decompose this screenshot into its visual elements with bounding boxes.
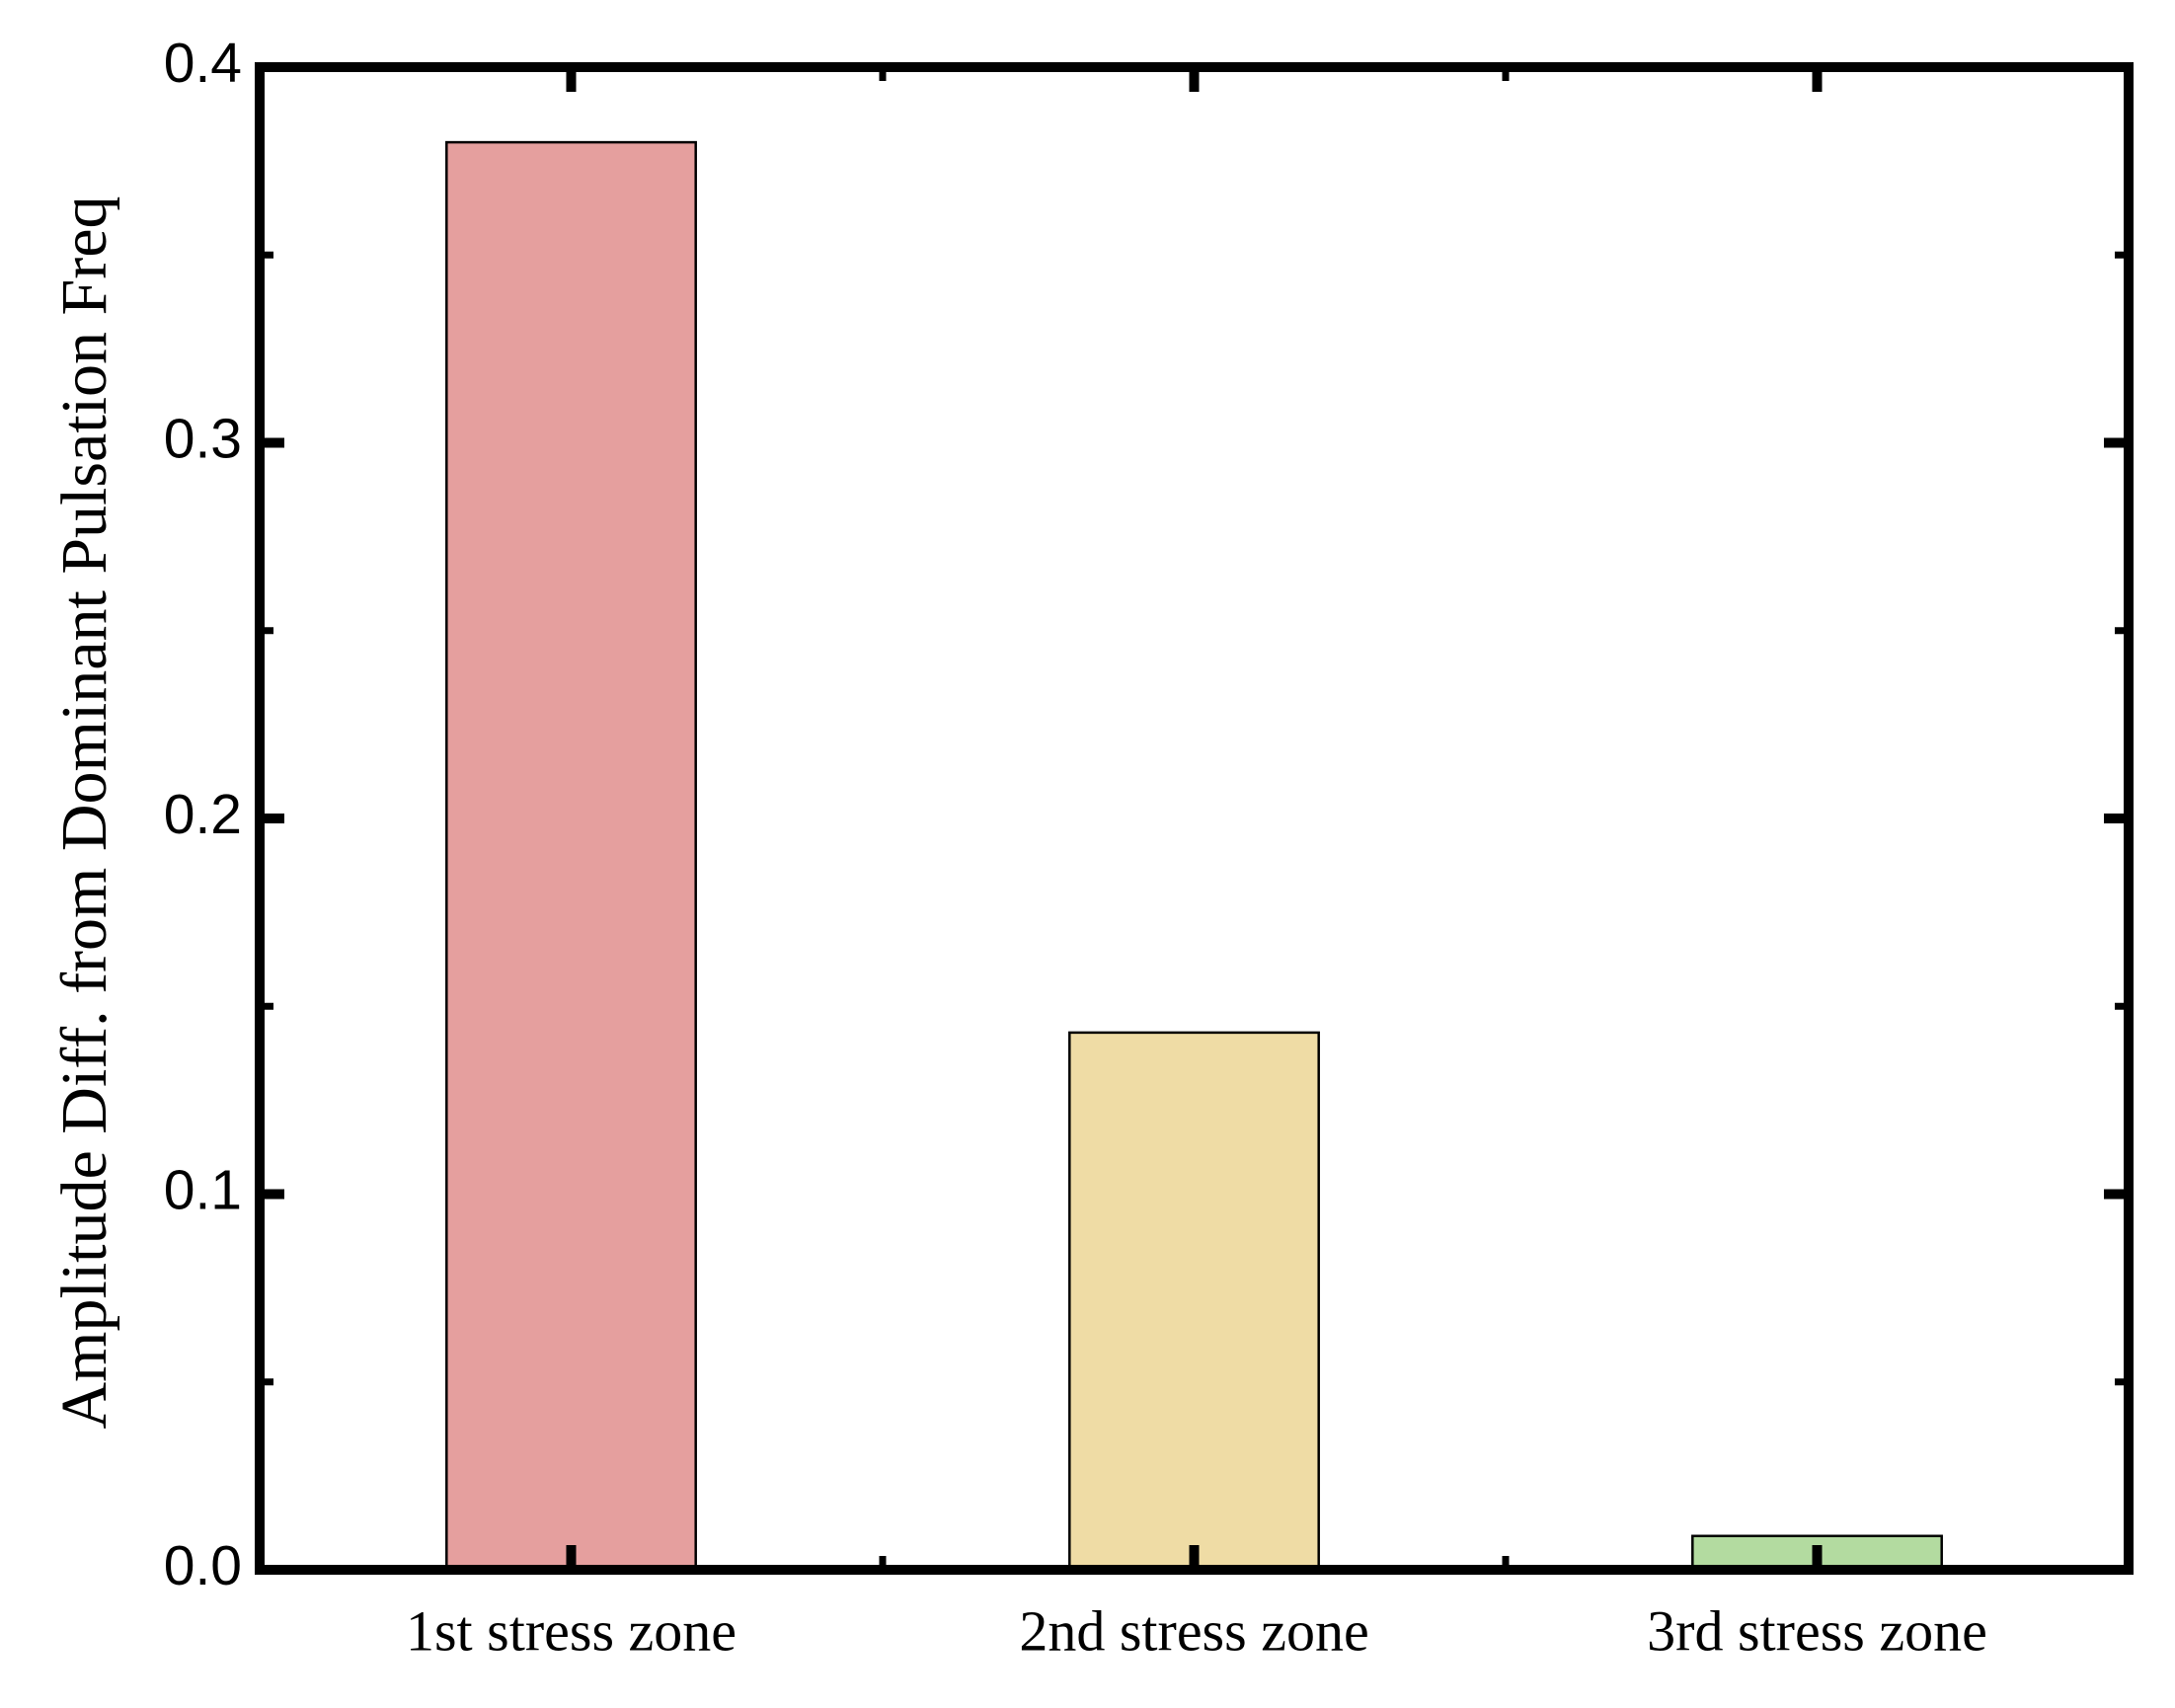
bar (445, 140, 697, 1572)
x-tick-label: 3rd stress zone (1647, 1598, 1987, 1663)
y-tick-label: 0.4 (164, 32, 242, 95)
x-tick-label: 2nd stress zone (1019, 1598, 1368, 1663)
plot-frame (255, 62, 2134, 1575)
y-axis-label: Amplitude Diff. from Dominant Pulsation … (48, 195, 120, 1429)
y-tick-label: 0.0 (164, 1534, 242, 1597)
y-tick-label: 0.3 (164, 408, 242, 471)
x-tick-label: 1st stress zone (406, 1598, 737, 1663)
bar (1068, 1031, 1320, 1572)
y-tick-label: 0.1 (164, 1159, 242, 1222)
y-tick-label: 0.2 (164, 783, 242, 846)
